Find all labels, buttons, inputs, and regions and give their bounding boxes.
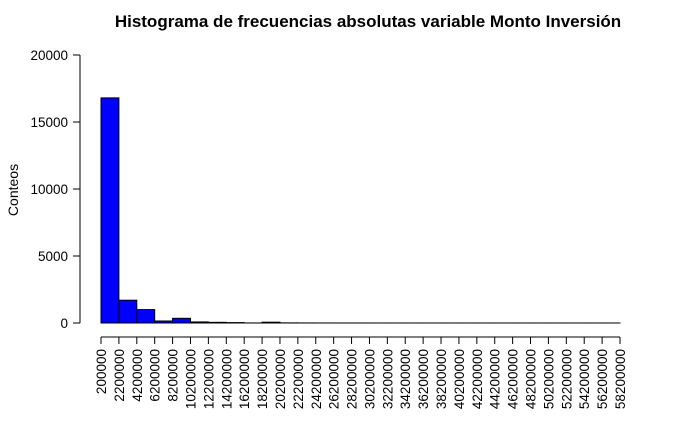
x-tick-label: 46200000	[506, 349, 521, 409]
bars-group	[100, 97, 621, 324]
x-tick-label: 20200000	[273, 349, 288, 409]
x-tick-label: 8200000	[166, 349, 181, 402]
histogram-bar	[189, 321, 209, 324]
x-tick-label: 40200000	[452, 349, 467, 409]
x-tick-label: 44200000	[488, 349, 503, 409]
x-tick-label: 18200000	[255, 349, 270, 409]
x-tick-label: 200000	[94, 349, 109, 394]
y-axis: 0 5000 10000 15000 20000	[30, 48, 81, 331]
x-tick-label: 28200000	[345, 349, 360, 409]
y-tick-label: 5000	[38, 249, 68, 264]
histogram-bar	[136, 309, 156, 324]
histogram-bar	[261, 321, 281, 324]
y-tick-label: 15000	[30, 115, 68, 130]
x-tick-label: 56200000	[595, 349, 610, 409]
histogram-bar	[100, 97, 120, 324]
x-tick-label: 6200000	[148, 349, 163, 402]
x-tick-label: 12200000	[201, 349, 216, 409]
x-tick-label: 58200000	[613, 349, 628, 409]
x-tick-label: 22200000	[291, 349, 306, 409]
histogram-bar	[154, 320, 174, 324]
x-tick-label: 38200000	[434, 349, 449, 409]
x-tick-label: 16200000	[237, 349, 252, 409]
x-tick-label: 10200000	[183, 349, 198, 409]
x-tick-label: 14200000	[219, 349, 234, 409]
y-axis-label: Conteos	[5, 164, 21, 216]
x-axis: 200000 2200000 4200000 6200000 8200000 102000…	[94, 336, 628, 409]
x-tick-label: 52200000	[559, 349, 574, 409]
x-tick-label: 32200000	[380, 349, 395, 409]
y-tick-label: 20000	[30, 48, 68, 63]
x-tick-label: 26200000	[327, 349, 342, 409]
histogram-bar	[118, 299, 138, 324]
x-tick-label: 24200000	[309, 349, 324, 409]
histogram-bar	[172, 317, 191, 324]
x-tick-label: 36200000	[416, 349, 431, 409]
x-tick-label: 4200000	[130, 349, 145, 402]
x-tick-label: 48200000	[524, 349, 539, 409]
x-tick-label: 50200000	[541, 349, 556, 409]
x-tick-label: 34200000	[398, 349, 413, 409]
histogram-bar	[207, 321, 227, 324]
chart-title: Histograma de frecuencias absolutas vari…	[115, 12, 621, 31]
x-tick-label: 2200000	[112, 349, 127, 402]
x-tick-label: 30200000	[362, 349, 377, 409]
x-tick-label: 42200000	[470, 349, 485, 409]
y-tick-label: 0	[60, 316, 68, 331]
x-tick-label: 54200000	[577, 349, 592, 409]
y-tick-label: 10000	[30, 182, 68, 197]
